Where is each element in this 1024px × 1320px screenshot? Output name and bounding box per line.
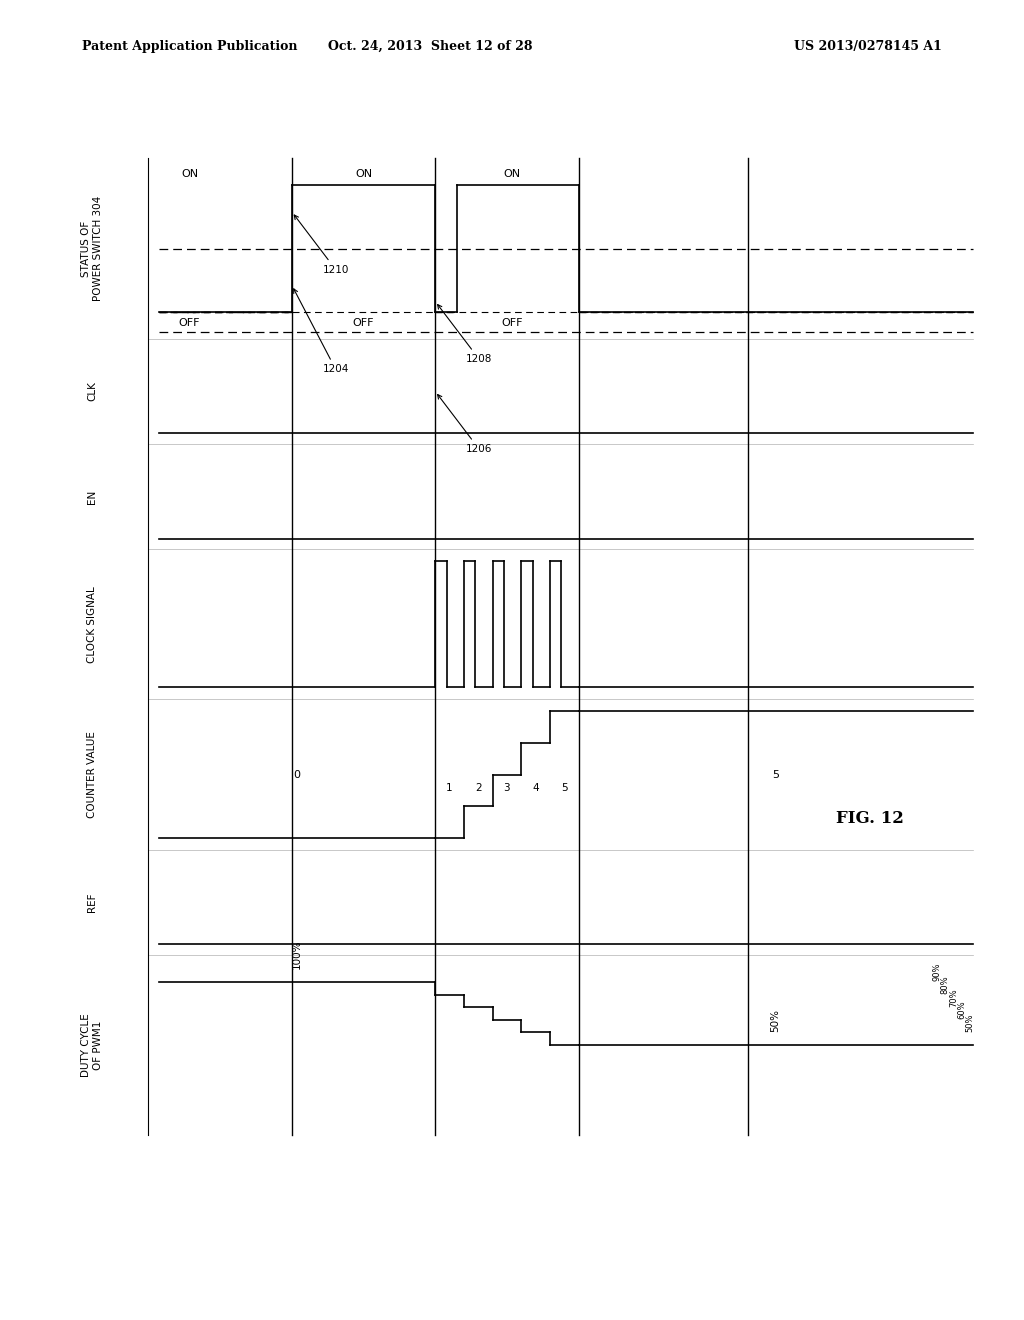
Text: 1204: 1204	[294, 289, 349, 375]
Text: Oct. 24, 2013  Sheet 12 of 28: Oct. 24, 2013 Sheet 12 of 28	[328, 40, 532, 53]
Text: 0: 0	[294, 770, 300, 780]
Text: 50%: 50%	[771, 1008, 780, 1032]
Text: 100%: 100%	[292, 940, 302, 969]
Text: 3: 3	[504, 783, 510, 793]
Text: 2: 2	[475, 783, 481, 793]
Text: FIG. 12: FIG. 12	[837, 810, 904, 826]
Text: 4: 4	[532, 783, 539, 793]
Text: OFF: OFF	[179, 318, 200, 329]
Text: 50%: 50%	[966, 1014, 974, 1032]
Text: ON: ON	[181, 169, 198, 178]
Text: 1206: 1206	[437, 395, 493, 454]
Text: OFF: OFF	[353, 318, 374, 329]
Text: 80%: 80%	[941, 975, 949, 994]
Text: STATUS OF
POWER SWITCH 304: STATUS OF POWER SWITCH 304	[81, 195, 103, 301]
Text: 60%: 60%	[957, 1001, 966, 1019]
Text: US 2013/0278145 A1: US 2013/0278145 A1	[795, 40, 942, 53]
Text: 5: 5	[561, 783, 567, 793]
Text: 1: 1	[446, 783, 453, 793]
Text: CLOCK SIGNAL: CLOCK SIGNAL	[87, 586, 97, 663]
Text: Patent Application Publication: Patent Application Publication	[82, 40, 297, 53]
Text: 1210: 1210	[294, 215, 349, 275]
Text: 1208: 1208	[437, 305, 493, 364]
Text: EN: EN	[87, 490, 97, 504]
Text: 5: 5	[772, 770, 779, 780]
Text: CLK: CLK	[87, 381, 97, 401]
Text: ON: ON	[355, 169, 372, 178]
Text: DUTY CYCLE
OF PWM1: DUTY CYCLE OF PWM1	[81, 1014, 103, 1077]
Text: OFF: OFF	[502, 318, 522, 329]
Text: 70%: 70%	[949, 987, 957, 1007]
Text: REF: REF	[87, 892, 97, 912]
Text: ON: ON	[504, 169, 520, 178]
Text: 90%: 90%	[933, 962, 941, 981]
Text: COUNTER VALUE: COUNTER VALUE	[87, 731, 97, 818]
